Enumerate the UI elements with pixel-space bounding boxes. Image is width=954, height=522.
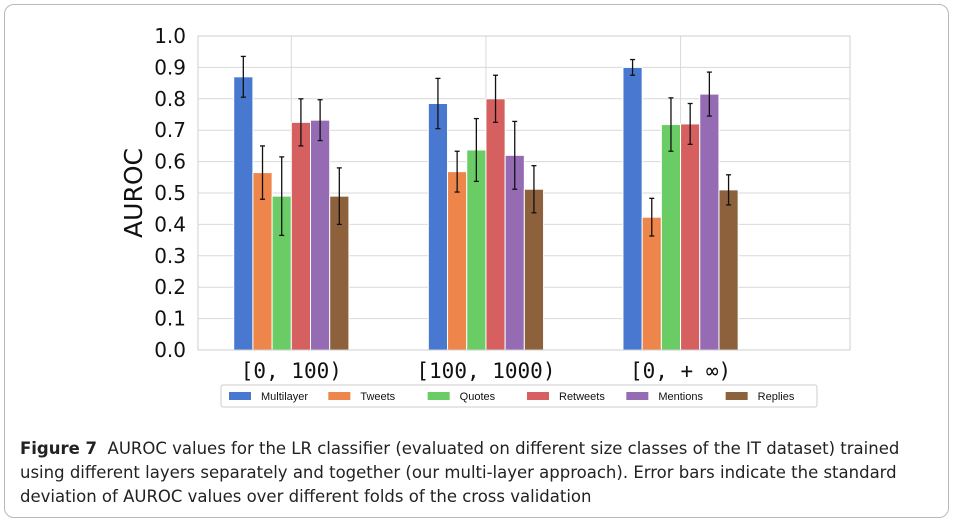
caption-text: AUROC values for the LR classifier (eval… bbox=[20, 439, 900, 506]
plot-frame bbox=[197, 35, 851, 351]
y-tick-label: 0.1 bbox=[154, 307, 186, 331]
legend-swatch bbox=[626, 392, 649, 400]
legend-label: Multilayer bbox=[261, 391, 308, 403]
bar bbox=[718, 189, 739, 351]
bar bbox=[427, 103, 449, 351]
legend-swatch bbox=[427, 392, 450, 400]
legend-label: Mentions bbox=[658, 391, 703, 403]
legend-swatch bbox=[229, 392, 251, 400]
y-axis-label: AUROC bbox=[119, 148, 148, 238]
figure-frame bbox=[4, 4, 949, 518]
x-tick-label: [0, 100) bbox=[241, 359, 342, 383]
y-tick-label: 0.2 bbox=[154, 275, 186, 299]
bar bbox=[485, 98, 506, 351]
y-tick-label: 0.0 bbox=[154, 338, 186, 362]
bar bbox=[660, 124, 682, 351]
bar bbox=[622, 66, 643, 351]
y-tick-label: 0.6 bbox=[154, 150, 186, 174]
y-tick-label: 0.9 bbox=[154, 55, 186, 79]
y-tick-label: 0.5 bbox=[154, 181, 186, 205]
caption-label: Figure 7 bbox=[20, 439, 98, 458]
legend-swatch bbox=[328, 392, 351, 400]
legend-label: Retweets bbox=[559, 391, 605, 403]
legend-label: Replies bbox=[758, 391, 795, 403]
y-tick-label: 0.3 bbox=[154, 244, 186, 268]
legend-label: Quotes bbox=[460, 391, 496, 403]
legend-box bbox=[220, 384, 818, 408]
x-tick-label: [100, 1000) bbox=[416, 359, 555, 383]
legend-swatch bbox=[527, 392, 549, 400]
bar bbox=[680, 123, 701, 351]
bar bbox=[290, 121, 312, 351]
bar bbox=[233, 76, 254, 351]
bar-chart: 0.0 0.1 0.2 0.3 0.4 0.5 0.6 0.7 0.8 0.9 1.0 [0, 100… bbox=[119, 24, 851, 408]
legend-swatch bbox=[725, 392, 748, 400]
y-tick-label: 1.0 bbox=[154, 24, 186, 48]
figure-caption: Figure 7 AUROC values for the LR classif… bbox=[20, 437, 940, 509]
legend-label: Tweets bbox=[360, 391, 395, 403]
y-tick-label: 0.4 bbox=[154, 212, 186, 236]
x-tick-label: [0, + ∞) bbox=[630, 359, 731, 383]
y-tick-label: 0.7 bbox=[154, 118, 186, 142]
bar bbox=[699, 93, 720, 351]
bar bbox=[641, 216, 662, 351]
y-tick-label: 0.8 bbox=[154, 87, 186, 111]
bar bbox=[447, 171, 468, 351]
bar bbox=[310, 119, 331, 351]
